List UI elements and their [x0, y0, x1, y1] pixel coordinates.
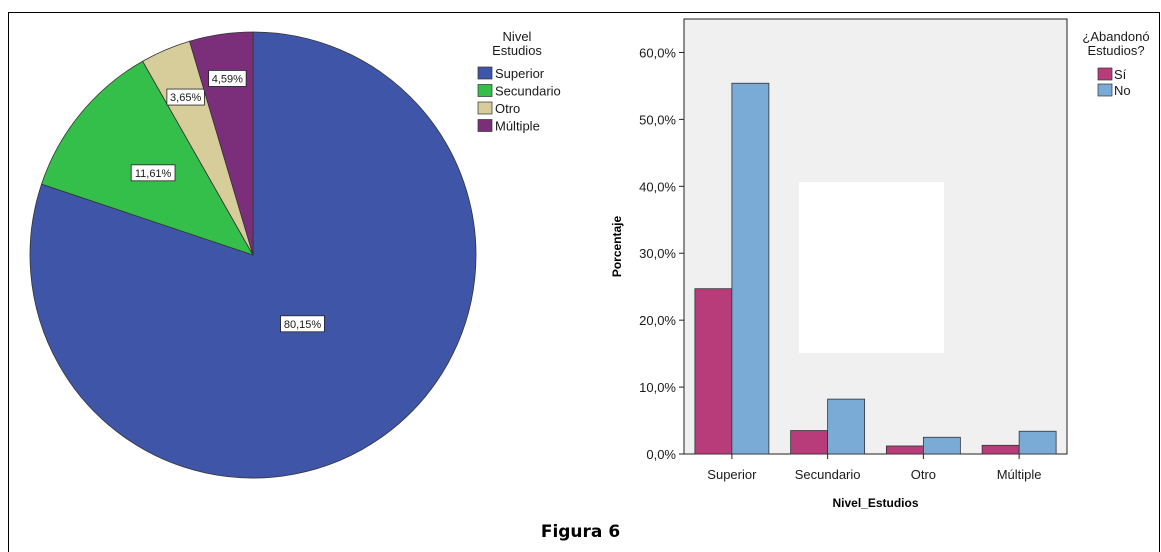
pie-data-label-secundario: 11,61%: [135, 168, 172, 180]
y-tick-label: 40,0%: [639, 179, 676, 194]
pie-legend-swatch-superior: [477, 66, 493, 80]
pie-label-box-otro: [166, 88, 205, 106]
pie-legend-item-otro: Otro: [495, 101, 520, 116]
bar-legend-swatch-si: [1097, 67, 1113, 81]
pie-legend-title: Nivel: [503, 29, 532, 44]
bar-secundario-si: [790, 430, 829, 455]
pie-chart: 80,15% 11,61% 3,65% 4,59%: [29, 31, 477, 479]
pie-slice-multiple: [189, 31, 254, 256]
x-tick-label-multiple: Múltiple: [997, 467, 1042, 482]
pie-legend-item-multiple: Múltiple: [495, 119, 540, 134]
pie-label-box-superior: [280, 315, 325, 333]
pie-legend-swatch-otro: [477, 101, 493, 115]
pie-data-label-superior: 80,15%: [284, 319, 322, 331]
y-axis-title: Porcentaje: [610, 215, 624, 277]
pie-legend-item-superior: Superior: [495, 66, 545, 81]
x-tick-label-otro: Otro: [911, 467, 936, 482]
pie-data-label-multiple: 4,59%: [212, 73, 243, 85]
pie-label-box-secundario: [130, 164, 176, 182]
y-tick-label: 20,0%: [639, 313, 676, 328]
y-tick-label: 50,0%: [639, 112, 676, 127]
y-tick-label: 0,0%: [646, 447, 676, 462]
pie-legend-item-secundario: Secundario: [495, 84, 561, 99]
pie-slice-superior: [29, 31, 477, 479]
bar-legend-item-no: No: [1114, 83, 1131, 98]
pie-data-label-otro: 3,65%: [170, 92, 201, 104]
bar-legend-title: ¿Abandonó: [1082, 29, 1149, 44]
pie-legend-swatch-secundario: [477, 84, 493, 97]
bar-legend-swatch-no: [1097, 83, 1113, 97]
pie-label-box-multiple: [208, 70, 247, 87]
bar-superior-si: [694, 288, 733, 455]
bar-legend-item-si: Sí: [1114, 67, 1127, 82]
pie-legend-swatch-multiple: [477, 119, 493, 132]
bar-secundario-no: [827, 398, 866, 455]
bar-multiple-si: [981, 444, 1020, 455]
x-tick-label-superior: Superior: [707, 467, 757, 482]
bar-chart: 0,0% 10,0% 20,0% 30,0% 40,0% 50,0% 60,0% Porcen…: [610, 18, 1068, 510]
figure-frame: [8, 12, 1160, 552]
bar-otro-no: [922, 436, 961, 455]
y-tick-label: 30,0%: [639, 246, 676, 261]
y-tick-label: 10,0%: [639, 380, 676, 395]
figure-caption: Figura 6: [540, 522, 621, 542]
pie-legend-title: Estudios: [492, 43, 542, 58]
y-tick-label: 60,0%: [639, 45, 676, 60]
white-overlay-box: [799, 182, 944, 353]
pie-slice-secundario: [41, 60, 254, 256]
x-tick-label-secundario: Secundario: [795, 467, 861, 482]
bar-otro-si: [885, 445, 924, 455]
bar-superior-no: [731, 82, 770, 455]
bar-legend-title: Estudios?: [1087, 43, 1144, 58]
x-axis-title: Nivel_Estudios: [832, 496, 918, 510]
bar-multiple-no: [1018, 430, 1057, 455]
